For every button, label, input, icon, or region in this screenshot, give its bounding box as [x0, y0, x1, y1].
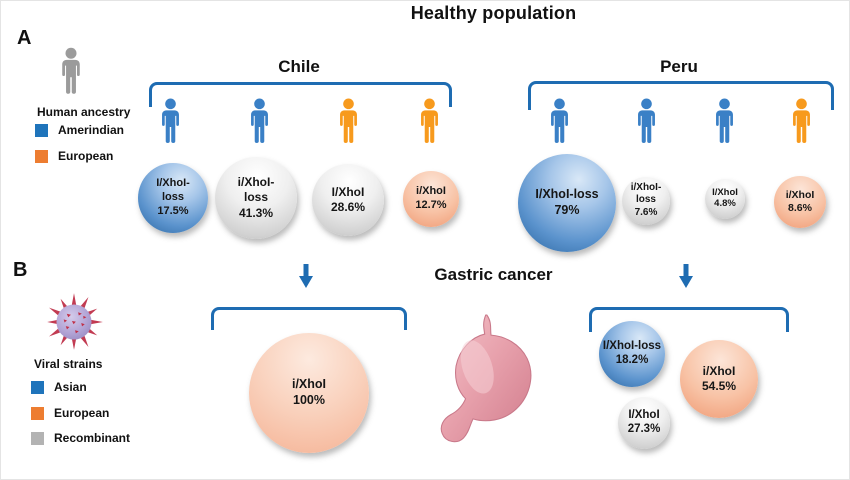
human-ancestry-person-icon	[62, 47, 80, 94]
european-strain-color-swatch	[31, 406, 44, 420]
peru-circle-ixhoi-loss-gray: i/XhoI- loss 7.6%	[622, 177, 670, 225]
person-icon-amerindian	[551, 98, 568, 143]
figure-title: Healthy population	[410, 3, 577, 23]
circle-label: i/XhoI	[702, 363, 736, 378]
panel-a-label: A	[17, 27, 32, 49]
circle-label: I/XhoI	[628, 409, 660, 422]
european-label: European	[58, 149, 114, 163]
peru-cancer-circle-ixhoi-peach: i/XhoI 54.5%	[680, 340, 758, 418]
circle-value: 41.3%	[238, 205, 274, 220]
chile-cancer-circle-ixhoi: i/XhoI 100%	[249, 333, 369, 453]
human-ancestry-legend-title: Human ancestry	[37, 105, 131, 119]
circle-label: I/XhoI- loss	[156, 177, 190, 203]
chile-circle-ixhoi-loss-gray: i/XhoI- loss 41.3%	[215, 157, 297, 239]
chile-down-arrow-icon	[299, 264, 313, 288]
person-icon-european	[421, 98, 438, 143]
peru-cancer-circle-ixhoi-loss: I/XhoI-loss 18.2%	[599, 321, 665, 387]
circle-label: i/XhoI	[291, 376, 327, 391]
circle-label: I/XhoI	[331, 184, 365, 199]
chile-circle-ixhoi-loss-blue: I/XhoI- loss 17.5%	[138, 163, 208, 233]
amerindian-label: Amerindian	[58, 123, 125, 137]
peru-cancer-circle-ixhoi-gray: I/XhoI 27.3%	[618, 397, 670, 449]
circle-label: I/XhoI	[712, 186, 738, 198]
european-strain-label: European	[54, 406, 110, 420]
legend-row-asian: Asian	[31, 380, 87, 394]
chile-title: Chile	[278, 57, 320, 76]
legend-row-amerindian: Amerindian	[35, 123, 124, 137]
european-color-swatch	[35, 149, 48, 163]
legend-row-european: European	[35, 149, 113, 163]
peru-down-arrow-icon	[679, 264, 693, 288]
gastric-cancer-title: Gastric cancer	[434, 265, 553, 284]
chile-circle-ixhoi-peach: i/XhoI 12.7%	[403, 171, 459, 227]
circle-label: I/XhoI-loss	[602, 340, 662, 353]
chile-circle-ixhoi-gray: I/XhoI 28.6%	[312, 164, 384, 236]
stomach-icon	[440, 314, 532, 443]
chile-bracket	[149, 82, 452, 107]
circle-value: 8.6%	[788, 202, 812, 215]
circle-value: 54.5%	[701, 379, 737, 394]
legend-row-european-strain: European	[31, 406, 109, 420]
circle-value: 7.6%	[634, 207, 658, 219]
amerindian-color-swatch	[35, 123, 48, 137]
peru-cancer-bracket	[589, 307, 789, 332]
circle-label: I/XhoI-loss	[535, 186, 599, 201]
recombinant-color-swatch	[31, 431, 44, 445]
person-icon-amerindian	[251, 98, 268, 143]
person-icon-amerindian	[716, 98, 733, 143]
circle-label: i/XhoI- loss	[237, 175, 275, 204]
circle-label: i/XhoI- loss	[630, 182, 662, 206]
virus-icon	[47, 293, 103, 350]
recombinant-label: Recombinant	[54, 431, 131, 445]
circle-value: 100%	[293, 393, 325, 408]
circle-value: 79%	[554, 203, 580, 218]
peru-title: Peru	[660, 57, 698, 76]
asian-label: Asian	[54, 380, 87, 394]
circle-value: 18.2%	[615, 354, 649, 367]
circle-value: 27.3%	[627, 423, 661, 436]
panel-b-label: B	[13, 259, 28, 281]
person-icon-amerindian	[638, 98, 655, 143]
circle-label: i/XhoI	[785, 188, 815, 201]
peru-circle-ixhoi-peach: i/XhoI 8.6%	[774, 176, 826, 228]
asian-color-swatch	[31, 380, 44, 394]
person-icon-amerindian	[162, 98, 179, 143]
chile-cancer-bracket	[211, 307, 407, 330]
peru-circle-ixhoi-loss-blue: I/XhoI-loss 79%	[518, 154, 616, 252]
viral-strains-legend-title: Viral strains	[34, 357, 103, 371]
circle-value: 17.5%	[157, 204, 189, 217]
person-icon-european	[340, 98, 357, 143]
peru-circle-ixhoi-gray: I/XhoI 4.8%	[705, 179, 745, 219]
peru-bracket	[528, 81, 834, 110]
circle-label: i/XhoI	[416, 184, 446, 197]
circle-value: 28.6%	[330, 200, 366, 215]
circle-value: 4.8%	[714, 198, 736, 210]
legend-row-recombinant: Recombinant	[31, 431, 130, 445]
circle-value: 12.7%	[415, 199, 447, 212]
person-icon-european	[793, 98, 810, 143]
